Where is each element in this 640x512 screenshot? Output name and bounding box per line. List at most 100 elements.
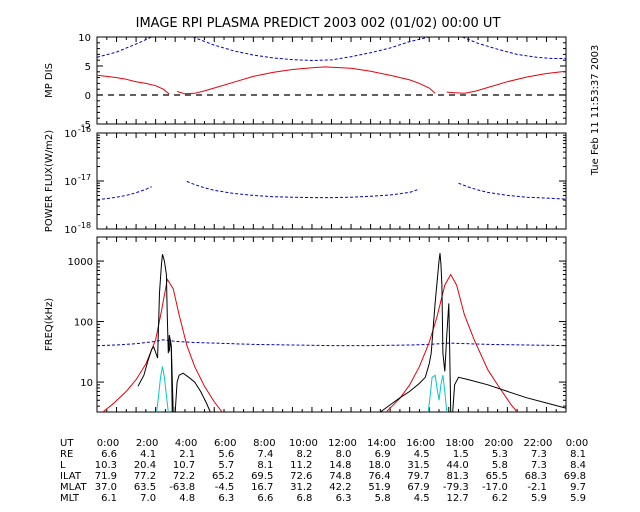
- x-tick-label: 22:00: [524, 438, 553, 449]
- table-cell: 5.7: [218, 460, 234, 471]
- x-tick-label: 10:00: [289, 438, 318, 449]
- table-row-label: RE: [60, 449, 73, 460]
- x-tick-label: 12:00: [328, 438, 357, 449]
- table-cell: -2.1: [527, 482, 547, 493]
- y-tick-label: 5: [85, 62, 91, 73]
- blue-series-line: [192, 37, 430, 62]
- mp_dis-series-group: [97, 37, 566, 95]
- table-cell: 68.3: [525, 471, 547, 482]
- x-tick-label: 18:00: [445, 438, 474, 449]
- x-tick-label: 0:00: [97, 438, 119, 449]
- cyan-series-line: [427, 374, 448, 412]
- table-cell: 14.8: [329, 460, 351, 471]
- table-cell: 20.4: [134, 460, 156, 471]
- y-tick-label: -5: [81, 120, 91, 131]
- mp-dis-panel: -5 0 5 10 MP DIS: [44, 33, 567, 131]
- table-cell: -4.5: [215, 482, 235, 493]
- red-series-line: [446, 70, 566, 94]
- table-cell: 7.0: [140, 493, 156, 504]
- table-cell: 7.3: [531, 460, 547, 471]
- power_flux-frame: [96, 132, 567, 230]
- y-tick-label: 10: [78, 33, 91, 44]
- table-cell: 10.7: [173, 460, 195, 471]
- table-cell: -63.8: [169, 482, 195, 493]
- table-cell: 77.2: [134, 471, 156, 482]
- table-cell: 69.8: [564, 471, 586, 482]
- timestamp-label: Tue Feb 11 11:53:37 2003: [590, 45, 601, 177]
- figure-title: IMAGE RPI PLASMA PREDICT 2003 002 (01/02…: [136, 16, 501, 31]
- blue-series-line: [97, 37, 152, 58]
- table-cell: 8.0: [336, 449, 352, 460]
- time-axis-labels: 0:00 2:00 4:00 6:00 8:00 10:00 12:00 14:00 16:00…: [97, 438, 588, 449]
- table-cell: 2.1: [179, 449, 195, 460]
- table-cell: 65.2: [212, 471, 234, 482]
- table-cell: 8.2: [297, 449, 313, 460]
- y-tick-label: 1000: [68, 257, 93, 268]
- table-cell: 5.6: [218, 449, 234, 460]
- table-row-label: UT: [60, 438, 74, 449]
- table-cell: 74.8: [329, 471, 351, 482]
- y-tick-label: 10: [80, 378, 93, 389]
- table-cell: 6.8: [297, 493, 313, 504]
- table-cell: 5.9: [570, 493, 586, 504]
- mp_dis-frame: [96, 36, 567, 125]
- table-cell: 44.0: [446, 460, 468, 471]
- table-cell: 7.3: [531, 449, 547, 460]
- table-cell: 6.2: [492, 493, 508, 504]
- table-cell: 79.7: [407, 471, 429, 482]
- y-tick-exponent: -17: [78, 173, 91, 182]
- blue-series-line: [186, 180, 420, 199]
- x-tick-label: 20:00: [484, 438, 513, 449]
- blue-series-line: [462, 37, 566, 59]
- table-cell: 6.6: [101, 449, 117, 460]
- x-tick-label: 6:00: [214, 438, 236, 449]
- table-cell: 4.5: [414, 493, 430, 504]
- red-series-line: [385, 273, 518, 412]
- table-cell: 65.5: [486, 471, 508, 482]
- cyan-series-line: [156, 366, 169, 412]
- x-tick-label: 0:00: [566, 438, 588, 449]
- table-cell: 8.1: [257, 460, 273, 471]
- red-series-line: [176, 66, 436, 95]
- power_flux-y-axis-label: POWER FLUX(W/m2): [44, 130, 55, 232]
- red-series-line: [97, 74, 170, 95]
- table-cell: -17.0: [482, 482, 508, 493]
- freq-panel: 10 100 1000 FREQ(kHz): [44, 236, 567, 413]
- table-cell: 11.2: [290, 460, 312, 471]
- blue-series-line: [97, 339, 566, 347]
- table-cell: 31.5: [407, 460, 429, 471]
- table-cell: 72.2: [173, 471, 195, 482]
- table-cell: 6.9: [375, 449, 391, 460]
- power_flux-series-group: [97, 180, 566, 201]
- table-cell: 8.4: [570, 460, 586, 471]
- table-cell: 4.5: [414, 449, 430, 460]
- table-row-label: ILAT: [60, 471, 82, 482]
- table-row-label: MLT: [60, 493, 80, 504]
- black-series-line: [380, 253, 566, 412]
- black-series-line: [168, 339, 173, 412]
- y-tick-label: 100: [74, 318, 93, 329]
- table-cell: 12.7: [446, 493, 468, 504]
- table-cell: 1.5: [453, 449, 469, 460]
- table-cell: 81.3: [446, 471, 468, 482]
- table-cell: 42.2: [329, 482, 351, 493]
- table-cell: 8.1: [570, 449, 586, 460]
- table-cell: 6.1: [101, 493, 117, 504]
- blue-series-line: [97, 186, 152, 201]
- table-cell: 6.6: [257, 493, 273, 504]
- table-cell: 71.9: [95, 471, 117, 482]
- y-tick-label: 10: [64, 177, 77, 188]
- blue-series-line: [458, 182, 566, 200]
- y-tick-exponent: -18: [78, 221, 91, 230]
- mp_dis-y-axis-label: MP DIS: [44, 63, 55, 98]
- freq-y-axis-label: FREQ(kHz): [44, 298, 55, 351]
- table-cell: 16.7: [251, 482, 273, 493]
- table-cell: 69.5: [251, 471, 273, 482]
- table-cell: 7.4: [257, 449, 273, 460]
- table-cell: 31.2: [290, 482, 312, 493]
- x-tick-label: 4:00: [175, 438, 197, 449]
- table-cell: 63.5: [134, 482, 156, 493]
- red-series-line: [102, 277, 223, 412]
